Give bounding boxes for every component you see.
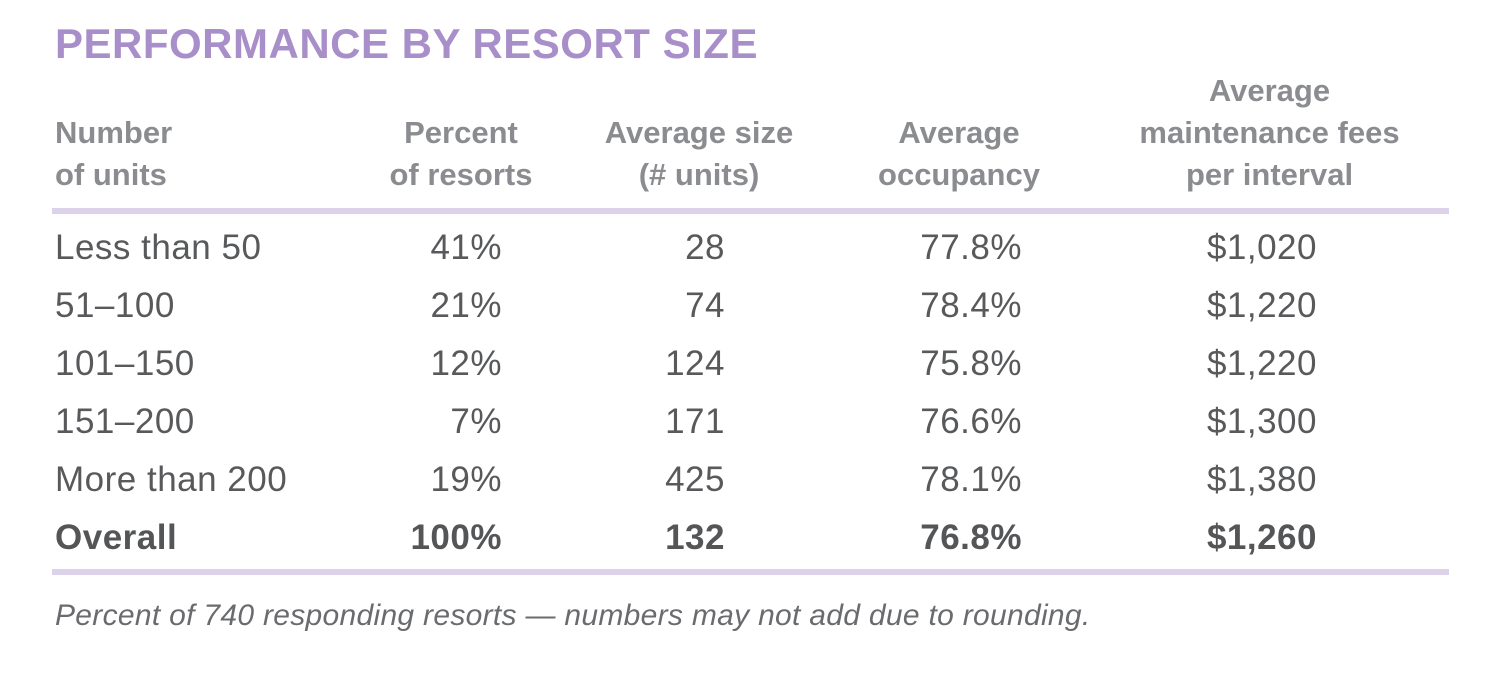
cell-avg-size: 124	[665, 344, 725, 383]
header-line: per interval	[1185, 157, 1354, 192]
header-line: (# units)	[638, 157, 760, 192]
header-line: Average size	[604, 115, 794, 150]
cell-percent: 100%	[352, 508, 570, 575]
table-header: Number of units Percent of resorts Avera…	[52, 70, 1449, 214]
cell-percent: 7%	[450, 402, 502, 441]
cell-fees: $1,220	[1206, 286, 1317, 325]
cell-occupancy: 78.1%	[920, 460, 1022, 499]
cell-fees: $1,380	[1206, 460, 1317, 499]
cell-percent: 41%	[430, 228, 502, 267]
column-header-percent-of-resorts: Percent of resorts	[352, 70, 570, 214]
cell-avg-size: 425	[665, 460, 725, 499]
cell-fees: $1,300	[1206, 402, 1317, 441]
header-line: Average	[898, 115, 1020, 150]
footnote: Percent of 740 responding resorts — numb…	[55, 599, 1091, 632]
cell-fees: $1,020	[1206, 228, 1317, 267]
cell-occupancy: 77.8%	[920, 228, 1022, 267]
cell-occupancy: 75.8%	[920, 344, 1022, 383]
table-row: Less than 50 41% 28 77.8% $1,020	[52, 211, 1449, 276]
table-row-overall: Overall 100% 132 76.8% $1,260	[52, 508, 1449, 575]
header-line: Number	[55, 115, 173, 150]
cell-avg-size: 28	[685, 228, 725, 267]
cell-occupancy: 78.4%	[920, 286, 1022, 325]
cell-fees: $1,220	[1206, 344, 1317, 383]
column-header-average-size: Average size (# units)	[570, 70, 828, 214]
performance-table: Number of units Percent of resorts Avera…	[52, 70, 1449, 575]
cell-avg-size: 132	[570, 508, 828, 575]
header-row: Number of units Percent of resorts Avera…	[52, 70, 1449, 214]
cell-percent: 21%	[430, 286, 502, 325]
cell-percent: 19%	[430, 460, 502, 499]
cell-units: Less than 50	[55, 228, 262, 267]
table-row: More than 200 19% 425 78.1% $1,380	[52, 450, 1449, 508]
cell-occupancy: 76.8%	[828, 508, 1090, 575]
header-line: maintenance fees	[1139, 115, 1400, 150]
cell-units: 151–200	[55, 402, 195, 441]
column-header-number-of-units: Number of units	[52, 70, 352, 214]
header-line: Percent	[404, 115, 518, 150]
page-title: PERFORMANCE BY RESORT SIZE	[55, 20, 758, 67]
table-row: 151–200 7% 171 76.6% $1,300	[52, 392, 1449, 450]
header-line: of units	[55, 157, 167, 192]
cell-occupancy: 76.6%	[920, 402, 1022, 441]
table-row: 101–150 12% 124 75.8% $1,220	[52, 334, 1449, 392]
table-body: Less than 50 41% 28 77.8% $1,020 51–100 …	[52, 211, 1449, 575]
header-line: of resorts	[389, 157, 533, 192]
page: PERFORMANCE BY RESORT SIZE Number of uni…	[52, 20, 1449, 632]
cell-avg-size: 171	[665, 402, 725, 441]
table-row: 51–100 21% 74 78.4% $1,220	[52, 276, 1449, 334]
cell-units: Overall	[52, 508, 352, 575]
header-line: Average	[1208, 73, 1331, 108]
cell-units: 51–100	[55, 286, 175, 325]
column-header-average-occupancy: Average occupancy	[828, 70, 1090, 214]
column-header-average-maintenance-fees: Average maintenance fees per interval	[1090, 70, 1449, 214]
cell-units: More than 200	[55, 460, 288, 499]
cell-percent: 12%	[430, 344, 502, 383]
header-line: occupancy	[878, 157, 1040, 192]
cell-units: 101–150	[55, 344, 195, 383]
cell-avg-size: 74	[685, 286, 725, 325]
cell-fees: $1,260	[1090, 508, 1449, 575]
